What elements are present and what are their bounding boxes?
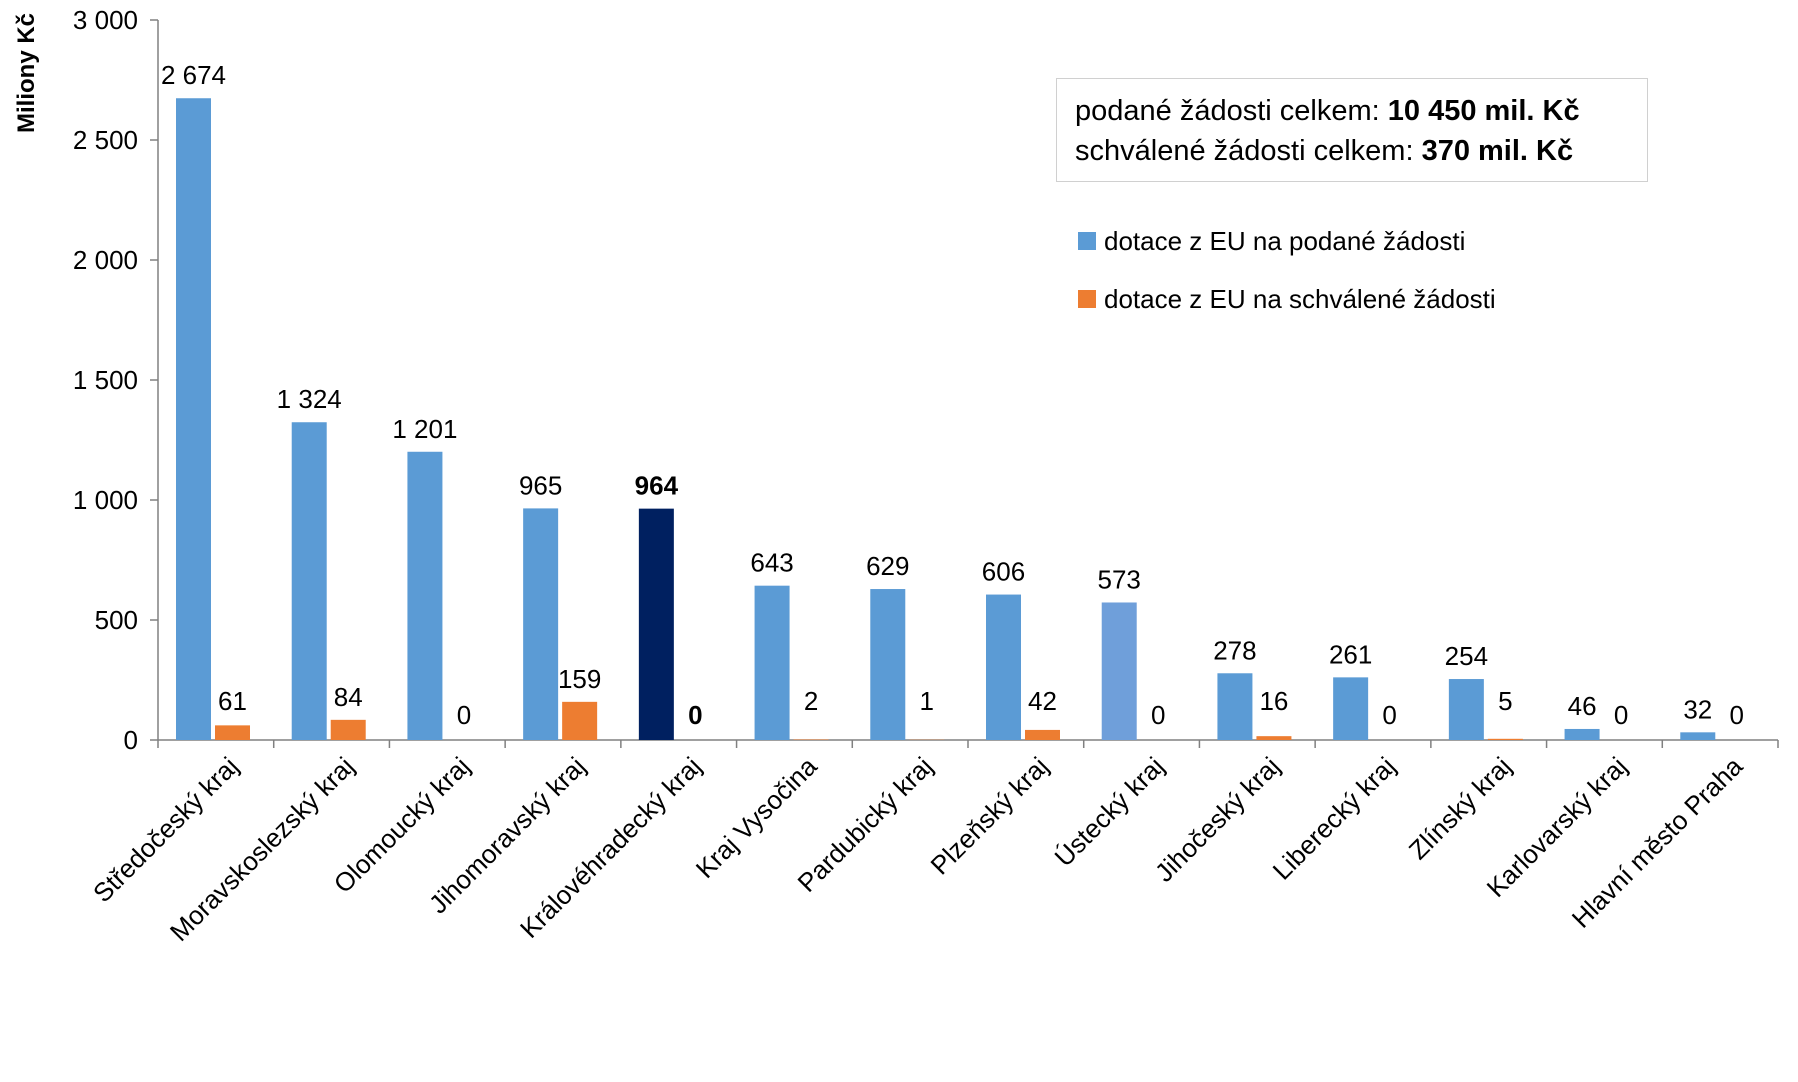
x-tick-label: Jihočeský kraj: [1149, 751, 1286, 888]
x-tick-label: Liberecký kraj: [1267, 751, 1402, 886]
data-label-approved: 84: [334, 682, 363, 712]
data-label-submitted: 643: [750, 548, 793, 578]
data-label-approved: 16: [1259, 686, 1288, 716]
y-tick-label: 3 000: [73, 5, 138, 35]
data-label-approved: 0: [1730, 700, 1744, 730]
data-label-submitted: 32: [1683, 694, 1712, 724]
data-label-approved: 0: [1382, 700, 1396, 730]
info-value-submitted: 10 450 mil. Kč: [1387, 95, 1580, 127]
bar-approved: [330, 719, 366, 740]
x-tick-label: Plzeňský kraj: [925, 751, 1055, 881]
bar-approved: [1487, 738, 1523, 740]
info-line-submitted: podané žádosti celkem: 10 450 mil. Kč: [1075, 91, 1629, 131]
bar-submitted: [1564, 728, 1600, 740]
data-label-submitted: 1 324: [277, 384, 342, 414]
totals-info-box: podané žádosti celkem: 10 450 mil. Kč sc…: [1056, 78, 1648, 182]
data-label-approved: 1: [920, 686, 934, 716]
bar-submitted: [754, 585, 790, 740]
y-tick-label: 0: [124, 725, 138, 755]
legend-item-submitted: dotace z EU na podané žádosti: [1078, 224, 1496, 258]
data-label-approved: 61: [218, 686, 247, 716]
y-axis-title: Miliony Kč: [13, 13, 40, 133]
data-label-submitted: 965: [519, 470, 562, 500]
bar-submitted: [1217, 673, 1253, 740]
data-label-submitted: 261: [1329, 639, 1372, 669]
data-label-approved: 0: [688, 700, 702, 730]
data-label-approved: 2: [804, 686, 818, 716]
bar-submitted: [176, 98, 211, 741]
bar-submitted: [291, 422, 327, 740]
bar-submitted: [986, 594, 1021, 740]
data-label-approved: 0: [1614, 700, 1628, 730]
data-label-submitted: 573: [1098, 564, 1141, 594]
bar-submitted: [523, 508, 559, 740]
y-tick-label: 2 500: [73, 125, 138, 155]
bar-submitted: [1448, 679, 1484, 740]
legend-item-approved: dotace z EU na schválené žádosti: [1078, 282, 1496, 316]
data-label-submitted: 964: [635, 471, 679, 501]
bar-submitted: [1680, 732, 1716, 740]
x-tick-label: Ústecký kraj: [1048, 751, 1169, 872]
y-tick-label: 500: [95, 605, 138, 635]
data-label-submitted: 254: [1445, 641, 1488, 671]
info-value-approved: 370 mil. Kč: [1421, 135, 1574, 167]
data-label-approved: 42: [1028, 686, 1057, 716]
bar-submitted: [638, 508, 674, 740]
x-tick-label: Zlínský kraj: [1403, 751, 1517, 865]
data-label-submitted: 629: [866, 551, 909, 581]
legend-label-approved: dotace z EU na schválené žádosti: [1104, 283, 1496, 314]
y-tick-label: 1 000: [73, 485, 138, 515]
bars: [176, 98, 1716, 741]
bar-submitted: [407, 451, 443, 740]
data-label-approved: 5: [1498, 686, 1512, 716]
legend-swatch-approved: [1078, 290, 1096, 308]
bar-submitted: [1333, 677, 1369, 740]
y-tick-label: 1 500: [73, 365, 138, 395]
legend-swatch-submitted: [1078, 232, 1096, 250]
data-label-submitted: 46: [1568, 691, 1597, 721]
bar-approved: [1256, 736, 1292, 740]
info-label-approved: schválené žádosti celkem:: [1075, 135, 1422, 167]
bar-approved: [1025, 729, 1060, 740]
legend: dotace z EU na podané žádosti dotace z E…: [1078, 224, 1496, 340]
bar-approved: [215, 725, 250, 740]
data-label-submitted: 1 201: [392, 414, 457, 444]
legend-label-submitted: dotace z EU na podané žádosti: [1104, 225, 1466, 256]
bar-submitted: [870, 589, 906, 740]
data-label-submitted: 2 674: [161, 60, 226, 90]
info-label-submitted: podané žádosti celkem:: [1075, 95, 1388, 127]
data-label-approved: 0: [1151, 700, 1165, 730]
data-label-approved: 159: [558, 664, 601, 694]
y-tick-label: 2 000: [73, 245, 138, 275]
data-label-submitted: 278: [1213, 635, 1256, 665]
data-label-submitted: 606: [982, 557, 1025, 587]
data-label-approved: 0: [457, 700, 471, 730]
info-line-approved: schválené žádosti celkem: 370 mil. Kč: [1075, 131, 1629, 171]
bar-submitted: [1101, 602, 1137, 740]
bar-approved: [562, 701, 598, 740]
